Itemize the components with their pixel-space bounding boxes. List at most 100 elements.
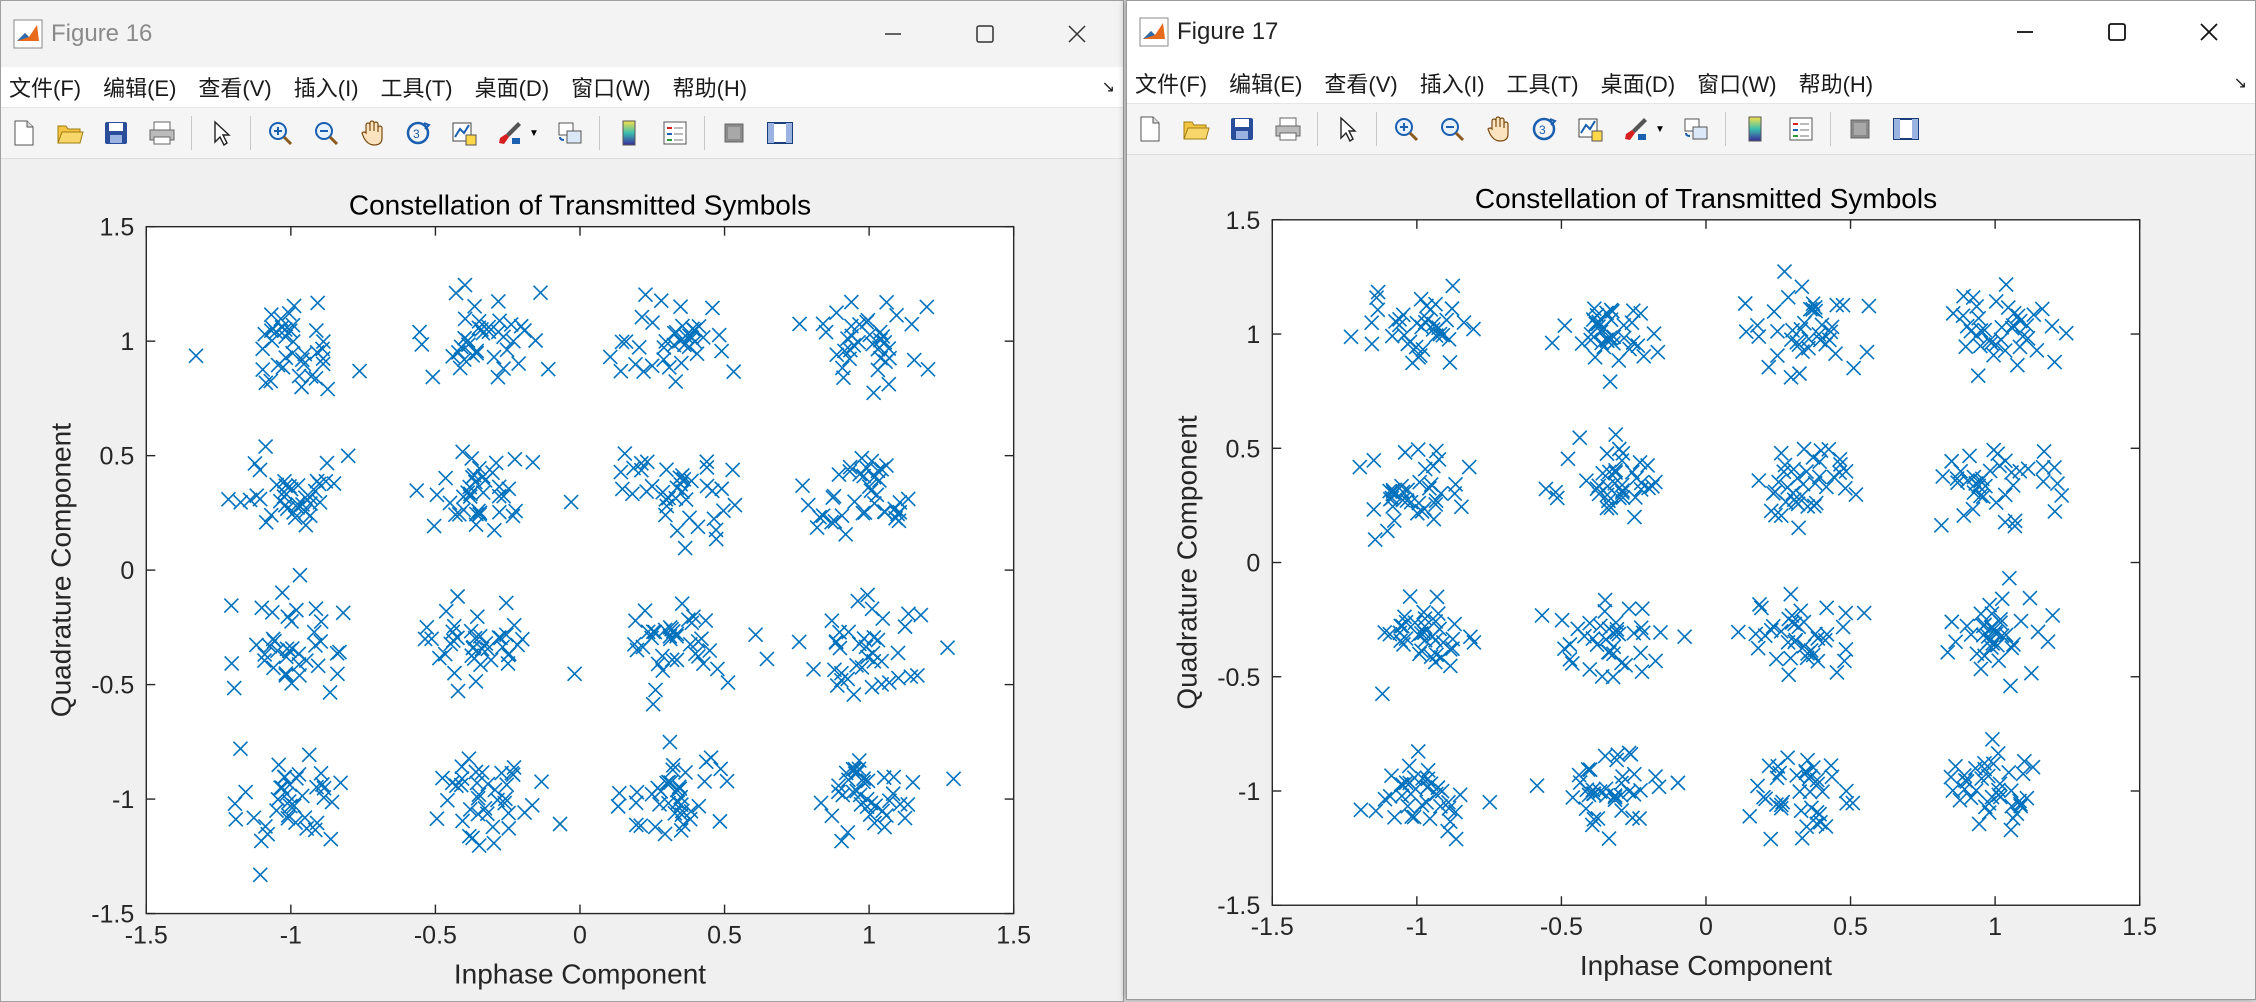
link-plot-icon[interactable]	[1679, 112, 1713, 146]
new-figure-icon[interactable]	[1133, 112, 1167, 146]
y-tick-label: -1	[1238, 778, 1260, 806]
data-point	[602, 349, 618, 365]
save-icon[interactable]	[1225, 112, 1259, 146]
dropdown-arrow-icon[interactable]: ▼	[1655, 123, 1665, 135]
menu-help[interactable]: 帮助(H)	[1798, 72, 1874, 97]
menu-tools[interactable]: 工具(T)	[380, 76, 453, 101]
dock-arrow-icon[interactable]: ↘	[2233, 75, 2247, 92]
menu-edit[interactable]: 编辑(E)	[1229, 72, 1303, 97]
data-point	[1423, 776, 1439, 792]
legend-icon[interactable]	[1784, 112, 1818, 146]
colorbar-icon[interactable]	[612, 116, 646, 150]
figure-17-window[interactable]: Figure 17 文件(F) 编辑(E) 查看(V) 插入(I) 工具(T) …	[1126, 0, 2256, 1000]
rotate-3d-icon[interactable]: 3	[401, 116, 435, 150]
maximize-button[interactable]	[939, 1, 1031, 67]
show-plot-tools-icon[interactable]	[763, 116, 797, 150]
link-plot-icon[interactable]	[553, 116, 587, 150]
data-cursor-icon[interactable]	[447, 116, 481, 150]
data-point	[474, 765, 490, 781]
constellation-plot[interactable]: -1.5-1.5 -1 -1 -0.5 -0.5 0 0 0.5 0.5 1 1 1.5 1.5 Cons…	[1127, 155, 2255, 1000]
dock-arrow-icon[interactable]: ↘	[1101, 79, 1115, 96]
minimize-button[interactable]	[1979, 1, 2071, 63]
menu-window[interactable]: 窗口(W)	[1697, 72, 1777, 97]
data-point	[1824, 319, 1840, 335]
legend-icon[interactable]	[658, 116, 692, 150]
title-bar[interactable]: Figure 17	[1127, 1, 2255, 63]
title-bar[interactable]: Figure 16	[1, 1, 1123, 67]
menu-window[interactable]: 窗口(W)	[571, 76, 651, 101]
zoom-out-icon[interactable]	[1435, 112, 1469, 146]
data-point	[1955, 308, 1971, 324]
data-point	[1753, 600, 1769, 616]
menu-view[interactable]: 查看(V)	[1324, 72, 1398, 97]
data-point	[1410, 442, 1426, 458]
close-button[interactable]	[1031, 1, 1123, 67]
data-point	[256, 652, 273, 669]
minimize-button[interactable]	[847, 1, 939, 67]
constellation-plot[interactable]: -1.5-1.5 -1 -1 -0.5 -0.5 0 0 0.5 0.5 1 1 1.5 1.5 Cons…	[1, 159, 1123, 1002]
data-point	[1402, 334, 1418, 350]
menu-view[interactable]: 查看(V)	[198, 76, 272, 101]
print-icon[interactable]	[145, 116, 179, 150]
data-point	[1538, 481, 1554, 497]
data-point	[897, 810, 913, 826]
zoom-out-icon[interactable]	[309, 116, 343, 150]
data-point	[1597, 748, 1613, 764]
data-point	[468, 673, 484, 690]
toolbar-separator	[1317, 112, 1318, 146]
menu-tools[interactable]: 工具(T)	[1506, 72, 1579, 97]
maximize-button[interactable]	[2071, 1, 2163, 63]
close-button[interactable]	[2163, 1, 2255, 63]
data-cursor-icon[interactable]	[1573, 112, 1607, 146]
menu-file[interactable]: 文件(F)	[9, 76, 82, 101]
brush-icon[interactable]	[493, 116, 527, 150]
data-point	[1580, 761, 1596, 778]
data-point	[294, 379, 310, 395]
data-point	[1789, 767, 1805, 783]
data-point	[1403, 494, 1419, 510]
menu-desktop[interactable]: 桌面(D)	[474, 76, 550, 101]
pan-hand-icon[interactable]	[355, 116, 389, 150]
open-file-icon[interactable]	[53, 116, 87, 150]
menu-insert[interactable]: 插入(I)	[1419, 72, 1485, 97]
rotate-3d-icon[interactable]: 3	[1527, 112, 1561, 146]
figure-toolbar: 3 ▼	[1, 108, 1123, 159]
data-point	[490, 369, 506, 385]
data-point	[455, 444, 471, 460]
open-file-icon[interactable]	[1179, 112, 1213, 146]
data-point	[294, 788, 310, 804]
pointer-icon[interactable]	[204, 116, 238, 150]
figure-16-window[interactable]: Figure 16 文件(F) 编辑(E) 查看(V) 插入(I) 工具(T) …	[0, 0, 1124, 1002]
menu-desktop[interactable]: 桌面(D)	[1600, 72, 1676, 97]
save-icon[interactable]	[99, 116, 133, 150]
dropdown-arrow-icon[interactable]: ▼	[529, 127, 539, 139]
menu-insert[interactable]: 插入(I)	[293, 76, 359, 101]
menu-help[interactable]: 帮助(H)	[672, 76, 748, 101]
pan-hand-icon[interactable]	[1481, 112, 1515, 146]
print-icon[interactable]	[1271, 112, 1305, 146]
data-point	[1370, 302, 1386, 318]
data-point	[1809, 772, 1825, 788]
data-point	[1428, 443, 1444, 459]
toolbar-separator	[599, 116, 600, 150]
show-plot-tools-icon[interactable]	[1889, 112, 1923, 146]
data-point	[813, 795, 829, 811]
colorbar-icon[interactable]	[1738, 112, 1772, 146]
data-point	[1773, 508, 1789, 524]
zoom-in-icon[interactable]	[1389, 112, 1423, 146]
new-figure-icon[interactable]	[7, 116, 41, 150]
data-point	[719, 773, 735, 789]
pointer-icon[interactable]	[1330, 112, 1364, 146]
data-point	[1971, 310, 1987, 326]
data-point	[1796, 315, 1812, 331]
hide-plot-tools-icon[interactable]	[1843, 112, 1877, 146]
data-point	[1609, 621, 1625, 637]
menu-edit[interactable]: 编辑(E)	[103, 76, 177, 101]
zoom-in-icon[interactable]	[263, 116, 297, 150]
data-point	[1544, 335, 1560, 351]
data-point	[2016, 753, 2032, 769]
data-point	[879, 294, 895, 310]
menu-file[interactable]: 文件(F)	[1135, 72, 1208, 97]
brush-icon[interactable]	[1619, 112, 1653, 146]
hide-plot-tools-icon[interactable]	[717, 116, 751, 150]
